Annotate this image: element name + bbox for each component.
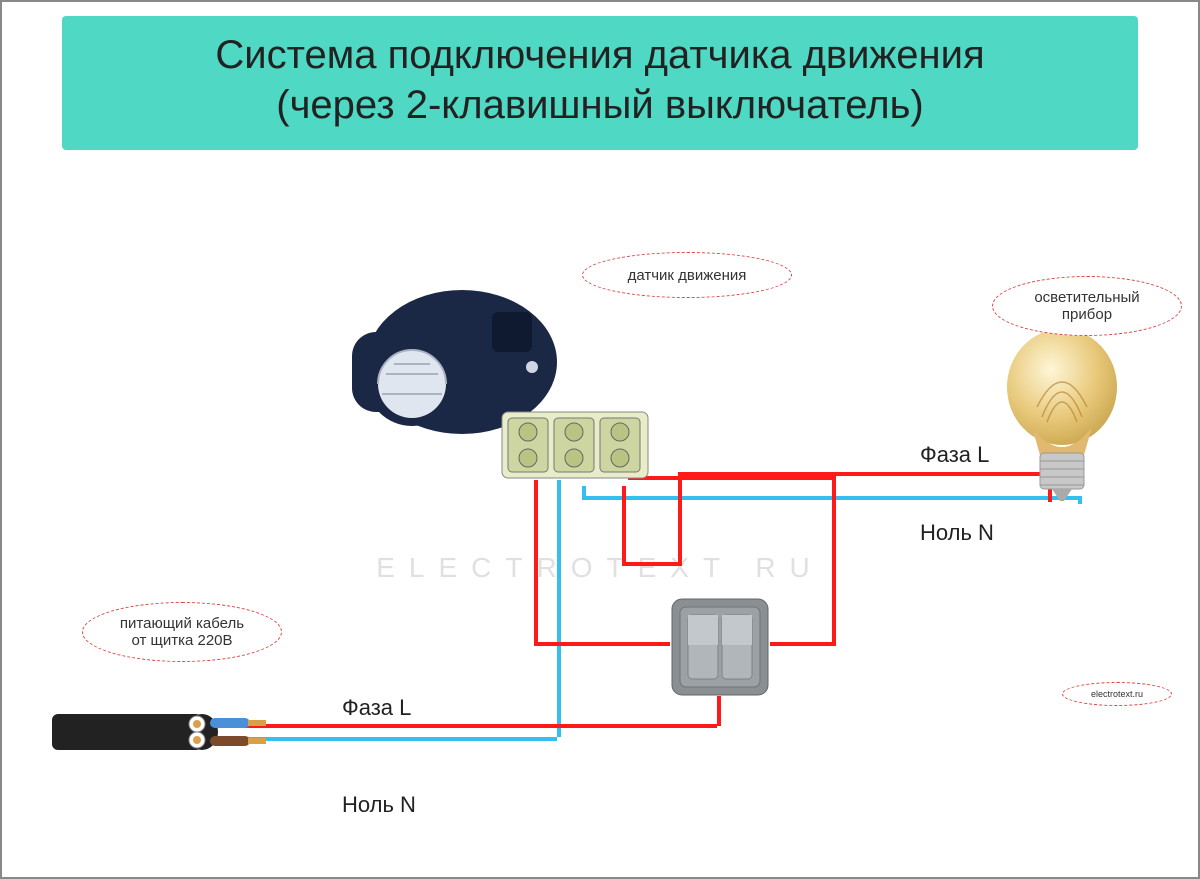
diagram-stage: ELECTROTEXT RU <box>2 2 1198 877</box>
callout-credit: electrotext.ru <box>1062 682 1172 706</box>
label-neutral-top: Ноль N <box>920 520 994 546</box>
wall-switch-2gang <box>670 597 770 697</box>
watermark: ELECTROTEXT RU <box>376 552 824 584</box>
callout-lamp: осветительный прибор <box>992 276 1182 336</box>
label-neutral-bottom: Ноль N <box>342 792 416 818</box>
callout-lamp-text: осветительный прибор <box>1034 289 1139 323</box>
terminal-block <box>500 410 650 480</box>
callout-credit-text: electrotext.ru <box>1091 689 1143 699</box>
label-phase-top: Фаза L <box>920 442 989 468</box>
callout-sensor: датчик движения <box>582 252 792 298</box>
callout-cable: питающий кабель от щитка 220В <box>82 602 282 662</box>
power-cable <box>52 702 272 762</box>
callout-sensor-text: датчик движения <box>628 267 747 284</box>
label-phase-bottom: Фаза L <box>342 695 411 721</box>
callout-cable-text: питающий кабель от щитка 220В <box>120 615 244 649</box>
light-bulb <box>1002 327 1122 502</box>
